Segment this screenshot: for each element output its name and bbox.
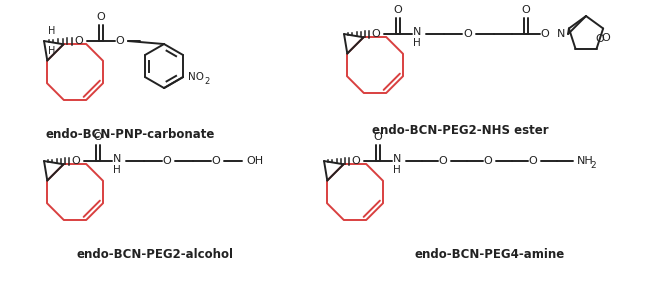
Text: O: O <box>75 36 83 46</box>
Text: NH: NH <box>577 156 594 166</box>
Text: N: N <box>413 27 421 37</box>
Text: O: O <box>374 132 382 142</box>
Text: O: O <box>162 156 172 166</box>
Text: O: O <box>602 33 611 43</box>
Text: H: H <box>413 38 421 48</box>
Text: H: H <box>48 46 55 56</box>
Text: O: O <box>393 5 403 15</box>
Text: O: O <box>352 156 360 166</box>
Text: O: O <box>96 12 106 22</box>
Text: OH: OH <box>246 156 263 166</box>
Text: H: H <box>48 26 55 36</box>
Text: N: N <box>557 29 565 39</box>
Text: O: O <box>529 156 537 166</box>
Text: O: O <box>541 29 549 39</box>
Text: O: O <box>372 29 380 39</box>
Text: O: O <box>115 36 125 46</box>
Text: H: H <box>393 165 401 175</box>
Text: NO: NO <box>188 72 204 82</box>
Text: endo-BCN-PNP-carbonate: endo-BCN-PNP-carbonate <box>46 128 214 142</box>
Text: O: O <box>484 156 492 166</box>
Text: O: O <box>94 132 102 142</box>
Text: N: N <box>113 154 121 164</box>
Text: endo-BCN-PEG2-NHS ester: endo-BCN-PEG2-NHS ester <box>372 124 548 136</box>
Text: O: O <box>521 5 531 15</box>
Text: O: O <box>595 33 604 43</box>
Text: H: H <box>113 165 121 175</box>
Text: N: N <box>393 154 401 164</box>
Text: 2: 2 <box>590 160 596 170</box>
Text: O: O <box>464 29 473 39</box>
Text: 2: 2 <box>204 77 209 86</box>
Text: endo-BCN-PEG2-alcohol: endo-BCN-PEG2-alcohol <box>77 249 234 261</box>
Text: O: O <box>439 156 447 166</box>
Text: endo-BCN-PEG4-amine: endo-BCN-PEG4-amine <box>415 249 565 261</box>
Text: O: O <box>72 156 81 166</box>
Text: O: O <box>212 156 220 166</box>
